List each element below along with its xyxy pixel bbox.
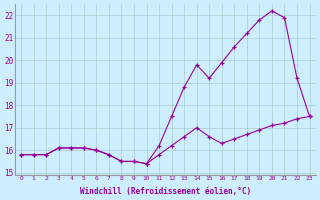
X-axis label: Windchill (Refroidissement éolien,°C): Windchill (Refroidissement éolien,°C) (80, 187, 251, 196)
